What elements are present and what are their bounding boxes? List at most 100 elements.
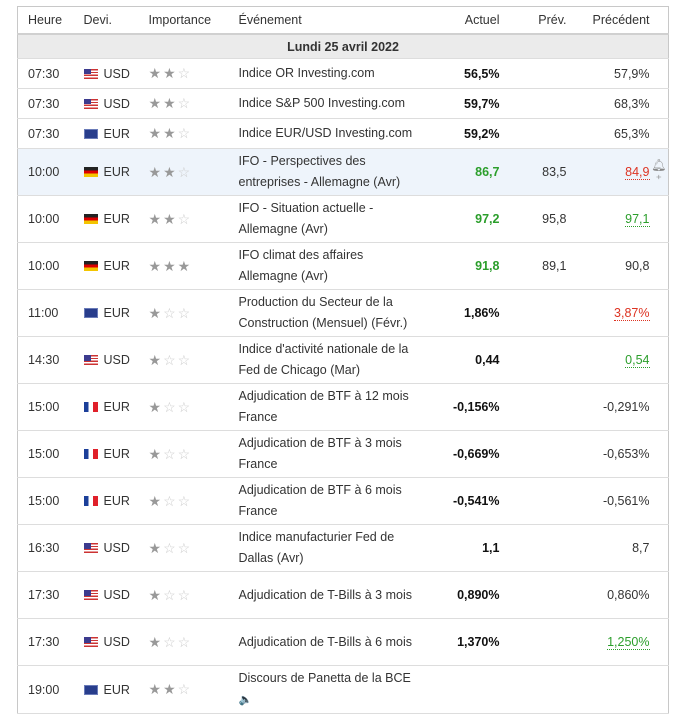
- star-filled-icon: ★: [177, 257, 191, 274]
- flag-us-icon: [83, 98, 98, 109]
- event-link[interactable]: Indice OR Investing.com: [238, 66, 375, 80]
- table-row[interactable]: 16:30 USD ★ ☆ ☆ Indice manufacturier Fed d…: [17, 524, 669, 572]
- importance-stars: ★ ☆ ☆: [148, 618, 239, 666]
- speaker-icon: 🔈: [238, 694, 253, 706]
- currency: USD: [103, 96, 130, 111]
- importance-stars: ★ ☆ ☆: [148, 430, 239, 478]
- previous-value: 68,3%: [614, 96, 650, 111]
- event-link[interactable]: Adjudication de T-Bills à 3 mois: [238, 587, 412, 602]
- header-importance: Importance: [148, 6, 239, 35]
- flag-de-icon: [83, 214, 98, 224]
- star-filled-icon: ★: [148, 65, 162, 81]
- event-link[interactable]: IFO climat des affaires Allemagne (Avr): [238, 248, 364, 283]
- event-link[interactable]: Discours de Panetta de la BCE: [238, 671, 411, 685]
- star-empty-icon: ☆: [177, 586, 191, 603]
- table-row[interactable]: 15:00 EUR ★ ☆ ☆ Adjudication de BTF à 12 m…: [17, 383, 669, 431]
- event-link[interactable]: Adjudication de T-Bills à 6 mois: [238, 634, 412, 649]
- currency: EUR: [103, 447, 130, 461]
- table-row[interactable]: 10:00 EUR ★ ★ ☆ IFO - Situation actuelle -…: [17, 195, 669, 243]
- importance-stars: ★ ★ ☆: [148, 88, 239, 119]
- star-filled-icon: ★: [148, 125, 162, 141]
- star-empty-icon: ☆: [177, 539, 191, 556]
- table-row[interactable]: 14:30 USD ★ ☆ ☆ Indice d'activité national…: [17, 336, 669, 384]
- forecast-value: [499, 477, 567, 525]
- star-empty-icon: ☆: [163, 304, 176, 321]
- flag-fr-icon: [83, 402, 98, 412]
- event-link[interactable]: Production du Secteur de la Construction…: [238, 295, 408, 330]
- table-row[interactable]: 17:30 USD ★ ☆ ☆ Adjudication de T-Bills à …: [17, 618, 669, 666]
- previous-value: 0,860%: [607, 588, 650, 602]
- star-empty-icon: ☆: [163, 351, 176, 368]
- event-link[interactable]: IFO - Situation actuelle - Allemagne (Av…: [238, 201, 374, 236]
- star-filled-icon: ★: [148, 304, 162, 321]
- importance-stars: ★ ★ ★: [148, 242, 239, 290]
- forecast-value: 89,1: [499, 242, 567, 290]
- star-empty-icon: ☆: [163, 445, 176, 462]
- header-actual: Actuel: [413, 6, 500, 35]
- currency: USD: [103, 588, 130, 602]
- event-link[interactable]: Adjudication de BTF à 12 mois France: [238, 389, 409, 424]
- table-row[interactable]: 11:00 EUR ★ ☆ ☆ Production du Secteur de l…: [17, 289, 669, 337]
- star-filled-icon: ★: [163, 163, 176, 180]
- star-empty-icon: ☆: [177, 125, 191, 141]
- table-row[interactable]: 07:30 USD ★ ★ ☆ Indice OR Investing.com 56…: [17, 58, 669, 89]
- event-time: 15:00: [17, 477, 84, 525]
- star-empty-icon: ☆: [177, 163, 191, 180]
- event-link[interactable]: Indice S&P 500 Investing.com: [238, 96, 406, 110]
- event-time: 16:30: [17, 524, 84, 572]
- importance-stars: ★ ★ ☆: [148, 118, 239, 149]
- event-time: 19:00: [17, 665, 84, 714]
- table-row[interactable]: 17:30 USD ★ ☆ ☆ Adjudication de T-Bills à …: [17, 571, 669, 619]
- flag-de-icon: [83, 261, 98, 271]
- previous-value: -0,653%: [602, 447, 650, 461]
- actual-value: 97,2: [413, 195, 500, 243]
- actual-value: 1,370%: [413, 618, 500, 666]
- flag-us-icon: [83, 637, 98, 647]
- importance-stars: ★ ★ ☆: [148, 148, 239, 196]
- forecast-value: [499, 571, 567, 619]
- currency: EUR: [103, 212, 130, 226]
- header-event: Événement: [238, 6, 414, 35]
- previous-value: -0,291%: [602, 400, 650, 414]
- table-row[interactable]: 07:30 EUR ★ ★ ☆ Indice EUR/USD Investing.c…: [17, 118, 669, 149]
- event-link[interactable]: Indice manufacturier Fed de Dallas (Avr): [238, 530, 395, 565]
- event-link[interactable]: Adjudication de BTF à 6 mois France: [238, 483, 402, 518]
- table-row[interactable]: 07:30 USD ★ ★ ☆ Indice S&P 500 Investing.c…: [17, 88, 669, 119]
- bell-plus-icon[interactable]: 🔔︎⁺: [651, 158, 667, 186]
- event-link[interactable]: Indice EUR/USD Investing.com: [238, 126, 413, 140]
- previous-value: 84,9: [625, 165, 650, 180]
- event-time: 07:30: [17, 88, 84, 119]
- table-row[interactable]: 10:00 EUR ★ ★ ★ IFO climat des affaires Al…: [17, 242, 669, 290]
- previous-value: -0,561%: [602, 494, 650, 508]
- event-link[interactable]: IFO - Perspectives des entreprises - All…: [238, 154, 401, 189]
- header-previous: Précédent: [566, 6, 650, 35]
- star-empty-icon: ☆: [177, 398, 191, 415]
- currency: EUR: [103, 259, 130, 273]
- star-filled-icon: ★: [163, 257, 176, 274]
- event-time: 07:30: [17, 118, 84, 149]
- forecast-value: 95,8: [499, 195, 567, 243]
- actual-value: 1,86%: [413, 289, 500, 337]
- event-link[interactable]: Adjudication de BTF à 3 mois France: [238, 436, 402, 471]
- star-filled-icon: ★: [148, 163, 162, 180]
- star-filled-icon: ★: [148, 257, 162, 274]
- star-filled-icon: ★: [163, 65, 176, 81]
- currency: USD: [103, 541, 130, 555]
- importance-stars: ★ ☆ ☆: [148, 524, 239, 572]
- forecast-value: [499, 524, 567, 572]
- table-row[interactable]: 15:00 EUR ★ ☆ ☆ Adjudication de BTF à 6 mo…: [17, 477, 669, 525]
- calendar-table: Heure Devi. Importance Événement Actuel …: [17, 6, 669, 714]
- event-time: 10:00: [17, 242, 84, 290]
- actual-value: -0,541%: [413, 477, 500, 525]
- table-row[interactable]: 19:00 EUR ★ ★ ☆ Discours de Panetta de la …: [17, 665, 669, 714]
- table-row[interactable]: 15:00 EUR ★ ☆ ☆ Adjudication de BTF à 3 mo…: [17, 430, 669, 478]
- star-filled-icon: ★: [163, 210, 176, 227]
- flag-eu-icon: [83, 128, 98, 139]
- currency: USD: [103, 66, 130, 81]
- table-row[interactable]: 10:00 EUR ★ ★ ☆ IFO - Perspectives des ent…: [17, 148, 669, 196]
- actual-value: 0,44: [413, 336, 500, 384]
- event-link[interactable]: Indice d'activité nationale de la Fed de…: [238, 342, 409, 377]
- actual-value: 0,890%: [413, 571, 500, 619]
- flag-us-icon: [83, 68, 98, 79]
- flag-us-icon: [83, 590, 98, 600]
